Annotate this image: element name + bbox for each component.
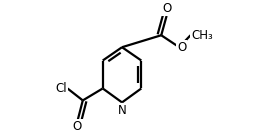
Text: N: N xyxy=(118,104,126,117)
Text: Cl: Cl xyxy=(55,82,67,95)
Text: O: O xyxy=(73,120,82,133)
Text: O: O xyxy=(162,2,171,15)
Text: O: O xyxy=(177,41,186,54)
Text: CH₃: CH₃ xyxy=(191,29,213,42)
